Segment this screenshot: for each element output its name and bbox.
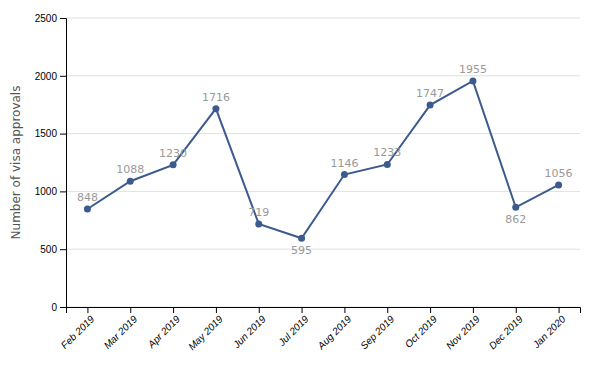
grid-line: [66, 18, 580, 19]
marker: [298, 235, 305, 242]
x-tick-label: Apr 2019: [145, 313, 182, 350]
x-tick-label: Jun 2019: [230, 313, 268, 351]
x-tick-mark: [130, 307, 131, 313]
x-tick-label: Dec 2019: [487, 313, 525, 351]
grid-line: [66, 249, 580, 250]
x-tick: Mar 2019: [102, 307, 140, 351]
y-tick: 2500: [35, 13, 66, 24]
x-tick-mark: [216, 307, 217, 313]
line: [87, 81, 558, 238]
x-tick-label: Mar 2019: [102, 313, 140, 351]
y-tick-label: 2000: [35, 71, 58, 82]
marker: [84, 205, 91, 212]
x-tick: Apr 2019: [145, 307, 182, 351]
x-tick-mark: [87, 307, 88, 313]
marker: [170, 161, 177, 168]
x-tick-mark: [516, 307, 517, 313]
y-tick-label: 500: [40, 244, 57, 255]
grid-line: [66, 133, 580, 134]
x-tick-label: Aug 2019: [315, 313, 354, 352]
y-tick: 500: [40, 244, 66, 255]
x-axis: Feb 2019Mar 2019Apr 2019May 2019Jun 2019…: [59, 307, 581, 352]
grid-line: [66, 75, 580, 76]
x-tick: Oct 2019: [403, 307, 440, 350]
marker: [255, 220, 262, 227]
marker: [384, 161, 391, 168]
y-tick-mark: [60, 134, 66, 135]
data-label: 862: [505, 213, 526, 226]
y-tick-mark: [60, 18, 66, 19]
x-tick: Dec 2019: [487, 307, 525, 351]
y-tick-mark: [60, 249, 66, 250]
x-axis-line: [67, 308, 581, 314]
x-tick: Jun 2019: [230, 307, 268, 351]
data-label: 1088: [116, 163, 144, 176]
data-label: 1747: [416, 87, 444, 100]
data-label: 1056: [545, 167, 573, 180]
chart: 0 500 1000 1500 2000 2500 Feb 2019Mar 2019Apr …: [0, 0, 600, 379]
x-tick: Feb 2019: [59, 307, 97, 351]
x-tick-mark: [430, 307, 431, 313]
marks: [84, 78, 562, 242]
data-label: 1146: [330, 157, 358, 170]
y-tick-label: 0: [51, 302, 57, 313]
y-axis-title: Number of visa approvals: [9, 86, 23, 240]
data-label: 1716: [202, 91, 230, 104]
grid-line: [66, 191, 580, 192]
x-tick: Sep 2019: [358, 307, 396, 351]
y-tick: 2000: [35, 71, 66, 82]
marker: [127, 178, 134, 185]
data-label: 1955: [459, 63, 487, 76]
y-axis-line: [60, 19, 67, 308]
x-tick: Jul 2019: [275, 307, 311, 349]
y-axis: 0 500 1000 1500 2000 2500: [35, 13, 67, 313]
marker: [469, 78, 476, 85]
grid: [66, 18, 580, 307]
y-tick-mark: [60, 307, 66, 308]
x-tick: Nov 2019: [444, 307, 482, 351]
y-tick-label: 1500: [35, 128, 58, 139]
data-label: 848: [77, 191, 98, 204]
data-label: 1230: [159, 147, 187, 160]
x-tick-mark: [344, 307, 345, 313]
marker: [555, 181, 562, 188]
x-tick-mark: [473, 307, 474, 313]
x-tick-mark: [387, 307, 388, 313]
plot: 0 500 1000 1500 2000 2500 Feb 2019Mar 2019Apr …: [35, 13, 581, 352]
data-labels: 848 1088 1230 1716 719 595 1146 1233 1747 1955 862…: [77, 63, 573, 257]
x-tick-label: Sep 2019: [358, 313, 396, 351]
x-tick: Jan 2020: [530, 307, 568, 351]
marker: [427, 102, 434, 109]
x-tick-label: May 2019: [186, 313, 225, 352]
y-tick-label: 2500: [35, 13, 58, 24]
x-tick-label: Oct 2019: [403, 313, 440, 350]
y-tick: 0: [51, 302, 66, 313]
x-tick-label: Feb 2019: [59, 313, 97, 351]
data-label: 719: [248, 206, 269, 219]
marker: [512, 204, 519, 211]
y-tick-label: 1000: [35, 186, 58, 197]
x-tick-label: Jul 2019: [275, 313, 311, 349]
data-label: 1233: [373, 146, 401, 159]
marker: [341, 171, 348, 178]
x-tick-mark: [302, 307, 303, 313]
x-tick-label: Nov 2019: [444, 313, 482, 351]
x-tick: Aug 2019: [315, 307, 354, 352]
y-tick: 1500: [35, 128, 66, 139]
x-tick-mark: [559, 307, 560, 313]
data-label: 595: [291, 244, 312, 257]
marker: [212, 105, 219, 112]
x-tick: May 2019: [186, 307, 225, 352]
y-tick-mark: [60, 191, 66, 192]
y-tick: 1000: [35, 186, 66, 197]
x-tick-mark: [259, 307, 260, 313]
x-tick-label: Jan 2020: [530, 313, 568, 351]
x-tick-mark: [173, 307, 174, 313]
y-tick-mark: [60, 76, 66, 77]
